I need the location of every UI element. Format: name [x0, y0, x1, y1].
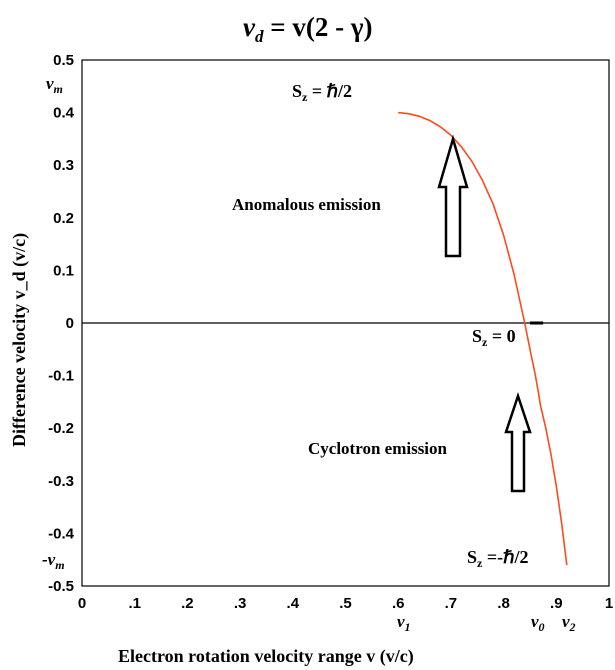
v0-label: v0 — [531, 612, 545, 634]
vm-bottom-label: -vm — [42, 550, 65, 572]
up-arrow-cyclotron-icon — [504, 392, 532, 493]
x-tick-label: 1 — [605, 595, 613, 612]
anomalous-emission-label: Anomalous emission — [232, 195, 381, 214]
x-tick-label: .7 — [445, 595, 458, 612]
y-tick-label: -0.5 — [48, 578, 74, 595]
x-tick-label: .6 — [392, 595, 405, 612]
x-tick-label: .2 — [181, 595, 194, 612]
cyclotron-emission-label: Cyclotron emission — [308, 439, 448, 458]
x-tick-label: .8 — [497, 595, 510, 612]
x-axis-label: Electron rotation velocity range v (v/c) — [118, 646, 414, 667]
x-tick-label: 0 — [78, 595, 86, 612]
y-tick-label: -0.4 — [48, 525, 75, 542]
y-tick-label: -0.2 — [48, 420, 74, 437]
sz-bottom-label: Sz =-ℏ/2 — [467, 547, 529, 570]
y-tick-label: 0.2 — [53, 210, 74, 227]
y-tick-label: 0.4 — [53, 105, 75, 122]
x-axis-ticks: 0 .1 .2 .3 .4 .5 .6 .7 .8 .9 1 — [78, 595, 613, 612]
x-tick-label: .9 — [550, 595, 563, 612]
up-arrow-anomalous-icon — [437, 134, 469, 258]
y-tick-label: -0.3 — [48, 473, 74, 490]
chart-title: vd = v(2 - γ) — [243, 12, 372, 46]
x-tick-label: .1 — [128, 595, 141, 612]
y-tick-label: 0 — [66, 315, 74, 332]
y-tick-label: 0.1 — [53, 262, 74, 279]
vm-top-label: vm — [46, 74, 63, 96]
v1-label: v1 — [397, 612, 411, 634]
x-tick-label: .3 — [234, 595, 247, 612]
series-line — [398, 111, 568, 566]
y-axis-label: Difference velocity v_d (v/c) — [9, 233, 30, 447]
x-tick-label: .4 — [287, 595, 300, 612]
y-tick-label: 0.3 — [53, 157, 74, 174]
x-tick-label: .5 — [339, 595, 352, 612]
sz-zero-label: Sz = 0 — [472, 326, 516, 349]
y-axis-ticks: 0.5 0.4 0.3 0.2 0.1 0 -0.1 -0.2 -0.3 -0.4 -0.5 — [48, 52, 75, 595]
y-tick-label: 0.5 — [53, 52, 74, 69]
v2-label: v2 — [562, 612, 576, 634]
y-tick-label: -0.1 — [48, 368, 74, 385]
sz-top-label: Sz = ℏ/2 — [292, 81, 352, 104]
